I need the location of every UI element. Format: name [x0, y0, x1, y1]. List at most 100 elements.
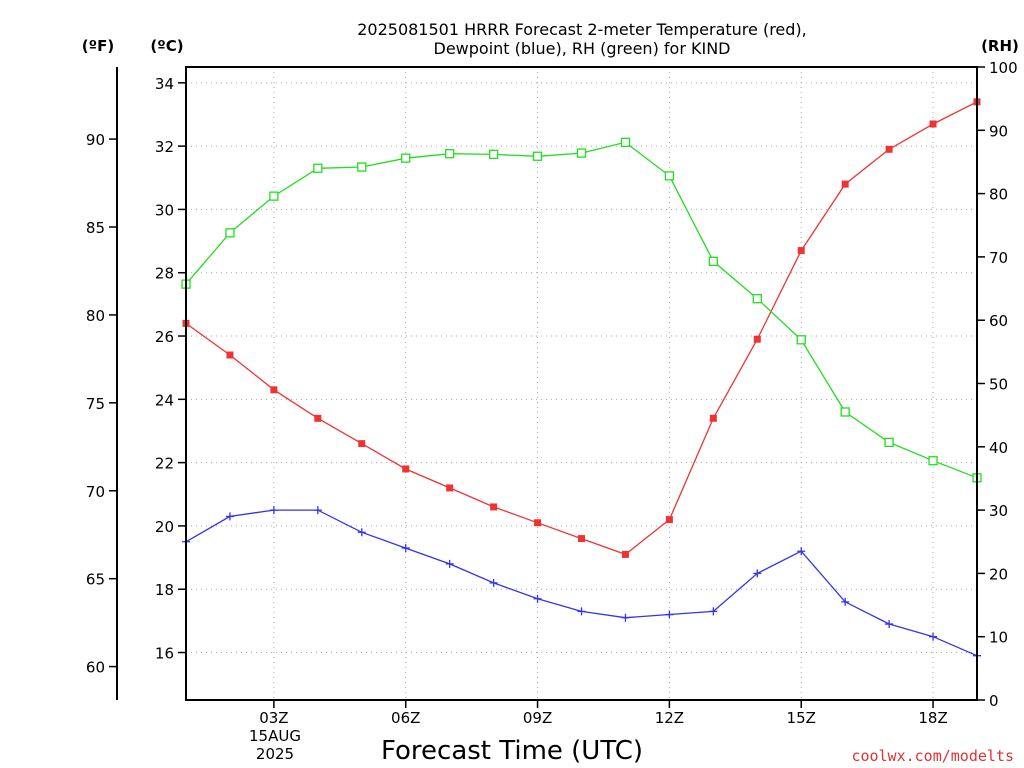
rh-tick-label: 30	[989, 502, 1008, 520]
celsius-tick-label: 26	[155, 328, 174, 346]
data-point	[664, 171, 675, 181]
data-point	[929, 120, 937, 128]
data-point	[490, 503, 498, 511]
series-line	[185, 141, 978, 479]
data-point	[314, 414, 322, 422]
series-2	[181, 137, 982, 483]
x-tick-label: 15Z	[787, 709, 816, 727]
data-point	[357, 528, 366, 537]
fahrenheit-tick-label: 85	[86, 219, 105, 237]
fahrenheit-unit-label: (ºF)	[82, 37, 114, 55]
data-point	[621, 613, 630, 622]
celsius-unit-label: (ºC)	[150, 37, 183, 55]
data-point	[840, 407, 850, 417]
celsius-axis: 16 18 20 22 24 26 28 30 32 34	[155, 75, 186, 663]
rh-tick-label: 20	[989, 565, 1008, 583]
fahrenheit-tick-label: 80	[86, 307, 105, 325]
fahrenheit-tick-label: 75	[86, 395, 105, 413]
rh-tick-label: 70	[989, 249, 1008, 267]
data-point	[313, 506, 322, 515]
data-point	[885, 145, 893, 153]
data-point	[709, 414, 717, 422]
date-label-day: 15AUG	[249, 727, 301, 745]
data-point	[665, 610, 674, 619]
data-point	[929, 632, 938, 641]
fahrenheit-tick-label: 90	[86, 131, 105, 149]
rh-tick-label: 100	[989, 59, 1018, 77]
data-point	[796, 335, 806, 345]
chart-title: 2025081501 HRRR Forecast 2-meter Tempera…	[357, 20, 807, 39]
x-tick-label: 09Z	[523, 709, 552, 727]
data-point	[489, 578, 498, 587]
data-point	[269, 506, 278, 515]
data-point	[753, 569, 762, 578]
data-point	[269, 191, 279, 201]
data-point	[752, 294, 762, 304]
data-point	[270, 386, 278, 394]
celsius-tick-label: 16	[155, 645, 174, 663]
series-line	[185, 101, 978, 556]
celsius-tick-label: 20	[155, 518, 174, 536]
data-point	[532, 151, 543, 161]
data-point	[841, 180, 849, 188]
celsius-tick-label: 30	[155, 201, 174, 219]
data-point	[577, 607, 586, 616]
series-0	[182, 98, 981, 558]
data-point	[928, 456, 938, 466]
data-point	[797, 547, 806, 556]
data-point	[885, 620, 894, 629]
data-point	[488, 149, 499, 160]
x-tick-label: 03Z	[259, 709, 288, 727]
data-point	[445, 149, 455, 159]
x-axis: 03Z 06Z 09Z 12Z 15Z 18Z	[259, 700, 948, 727]
data-point	[401, 153, 411, 163]
data-point	[665, 516, 673, 524]
data-point	[708, 256, 718, 266]
rh-tick-label: 10	[989, 629, 1008, 647]
celsius-tick-label: 24	[155, 391, 174, 409]
celsius-tick-label: 18	[155, 581, 174, 599]
rh-tick-label: 50	[989, 376, 1008, 394]
data-point	[313, 163, 323, 173]
chart-subtitle: Dewpoint (blue), RH (green) for KIND	[434, 39, 731, 58]
data-point	[445, 559, 454, 568]
data-point	[884, 437, 894, 448]
rh-axis: 0 10 20 30 40 50 60 70 80 90 100	[977, 59, 1018, 710]
data-point	[620, 137, 631, 147]
celsius-tick-label: 32	[155, 138, 174, 156]
celsius-tick-label: 34	[155, 75, 174, 93]
data-point	[576, 148, 587, 158]
x-tick-label: 06Z	[391, 709, 420, 727]
series-layer	[181, 98, 982, 660]
data-point	[358, 440, 366, 448]
fahrenheit-tick-label: 70	[86, 483, 105, 501]
data-point	[621, 550, 629, 558]
data-point	[533, 594, 542, 603]
celsius-tick-label: 22	[155, 455, 174, 473]
data-point	[797, 247, 805, 255]
data-point	[578, 535, 585, 543]
data-point	[841, 597, 850, 606]
fahrenheit-axis: 60 65 70 75 80 85 90	[86, 131, 117, 677]
data-point	[225, 512, 234, 521]
rh-unit-label: (RH)	[981, 37, 1019, 55]
fahrenheit-tick-label: 60	[86, 659, 105, 677]
x-tick-label: 18Z	[918, 709, 947, 727]
data-point	[446, 484, 454, 492]
x-axis-label: Forecast Time (UTC)	[381, 736, 643, 766]
data-point	[534, 519, 542, 527]
date-label-year: 2025	[256, 745, 294, 763]
rh-tick-label: 60	[989, 312, 1008, 330]
data-point	[753, 335, 761, 343]
fahrenheit-tick-label: 65	[86, 571, 105, 589]
data-point	[402, 465, 410, 473]
data-point	[225, 228, 235, 238]
rh-tick-label: 0	[989, 692, 999, 710]
x-tick-label: 12Z	[655, 709, 684, 727]
data-point	[226, 351, 234, 359]
celsius-tick-label: 28	[155, 265, 174, 283]
plot-frame	[185, 66, 978, 701]
rh-tick-label: 40	[989, 439, 1008, 457]
series-1	[182, 506, 981, 660]
